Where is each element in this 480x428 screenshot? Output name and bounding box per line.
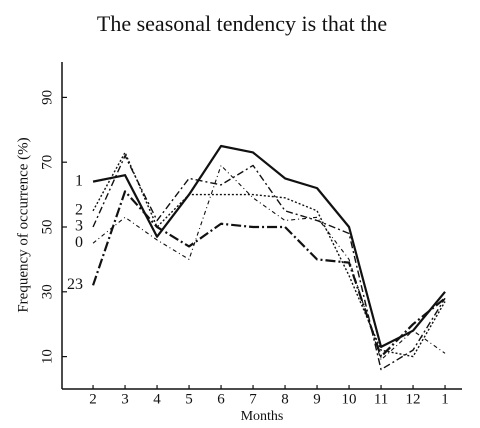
series-label: 1	[75, 172, 83, 189]
x-tick-label: 2	[89, 391, 97, 407]
y-tick-label: 70	[39, 155, 55, 170]
x-tick-label: 3	[121, 391, 129, 407]
x-tick-label: 8	[281, 391, 289, 407]
x-tick-label: 12	[406, 391, 421, 407]
y-axis-label: Frequency of occurrence (%)	[15, 137, 31, 312]
x-tick-label: 10	[342, 391, 357, 407]
series-line	[91, 190, 446, 358]
series-label: 2	[75, 201, 83, 218]
x-tick-label: 1	[441, 391, 449, 407]
y-tick-label: 50	[39, 220, 55, 235]
series-line	[92, 164, 446, 361]
x-tick-label: 9	[313, 391, 321, 407]
series-line	[92, 151, 446, 358]
x-tick-label: 7	[249, 391, 257, 407]
x-tick-label: 5	[185, 391, 193, 407]
series-line	[92, 144, 446, 348]
x-tick-label: 11	[374, 391, 388, 407]
series-label: 3	[75, 218, 83, 235]
x-tick-label: 4	[153, 391, 161, 407]
x-tick-label: 6	[217, 391, 225, 407]
header-text: The seasonal tendency is that the	[97, 11, 387, 36]
series-label: 0	[75, 234, 83, 251]
x-axis-label: Months	[241, 409, 284, 424]
y-tick-label: 90	[39, 90, 55, 105]
series-label: 23	[67, 276, 83, 293]
y-tick-label: 10	[39, 349, 55, 364]
series-line	[92, 155, 446, 371]
y-tick-label: 30	[39, 284, 55, 299]
